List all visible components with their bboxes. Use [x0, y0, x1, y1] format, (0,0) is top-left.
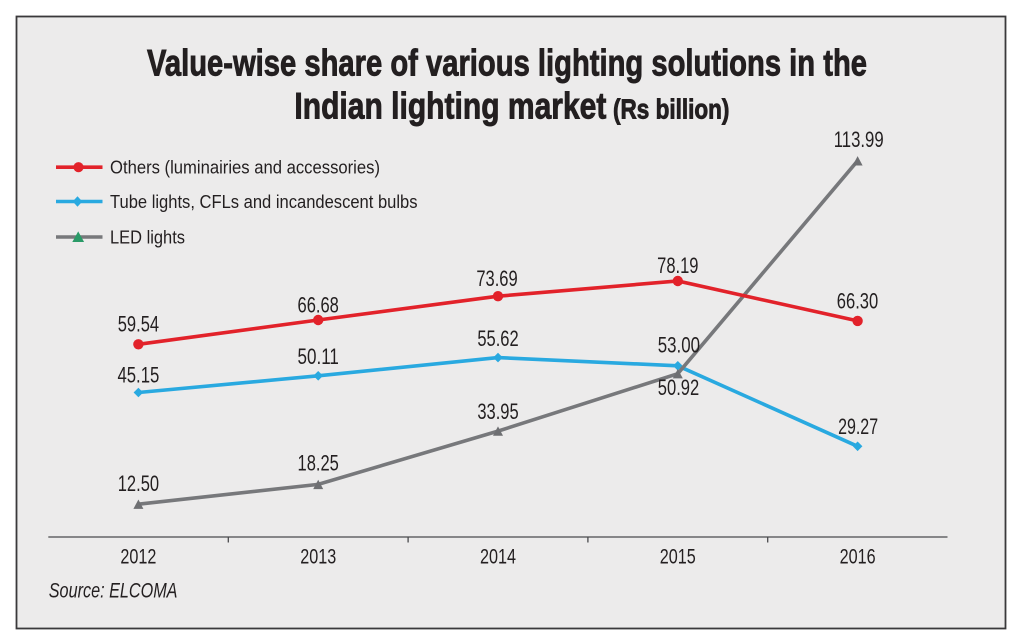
svg-text:53.00: 53.00 [658, 333, 700, 358]
svg-text:2015: 2015 [660, 546, 696, 569]
svg-text:33.95: 33.95 [477, 399, 518, 424]
svg-text:Tube lights, CFLs and incandes: Tube lights, CFLs and incandescent bulbs [110, 192, 418, 212]
svg-text:LED lights: LED lights [110, 228, 185, 248]
svg-text:Others (luminairies and access: Others (luminairies and accessories) [110, 158, 380, 178]
svg-text:2012: 2012 [120, 546, 156, 569]
svg-text:50.11: 50.11 [298, 344, 339, 369]
svg-text:18.25: 18.25 [298, 450, 339, 475]
svg-text:Source: ELCOMA: Source: ELCOMA [49, 580, 178, 603]
svg-text:73.69: 73.69 [476, 266, 517, 291]
svg-text:66.68: 66.68 [298, 293, 339, 318]
svg-text:66.30: 66.30 [837, 289, 878, 314]
svg-text:Indian lighting market: Indian lighting market [294, 86, 606, 127]
svg-text:45.15: 45.15 [117, 363, 159, 388]
svg-text:55.62: 55.62 [477, 326, 518, 351]
svg-text:78.19: 78.19 [657, 253, 698, 278]
svg-text:2013: 2013 [300, 546, 336, 569]
svg-text:Value-wise share of various li: Value-wise share of various lighting sol… [147, 42, 867, 83]
svg-text:2016: 2016 [840, 546, 876, 569]
svg-text:50.92: 50.92 [658, 375, 699, 400]
svg-text:2014: 2014 [480, 546, 516, 569]
svg-text:59.54: 59.54 [118, 311, 159, 336]
svg-text:29.27: 29.27 [838, 414, 878, 439]
svg-text:12.50: 12.50 [118, 471, 159, 496]
svg-text:113.99: 113.99 [834, 127, 884, 152]
svg-text:(Rs billion): (Rs billion) [613, 94, 729, 125]
